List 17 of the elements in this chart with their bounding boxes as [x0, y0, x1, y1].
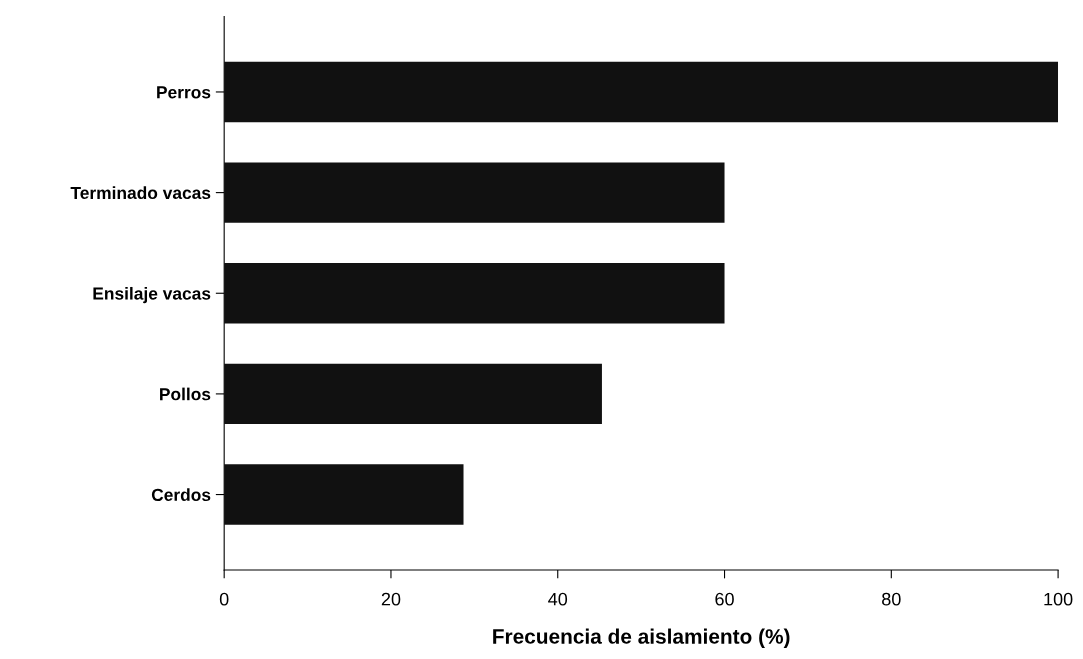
- y-tick-label: Terminado vacas: [70, 186, 211, 200]
- x-tick-label: 60: [715, 592, 734, 606]
- bar: [224, 162, 725, 223]
- x-axis-title: Frecuencia de aislamiento (%): [493, 628, 790, 648]
- bar: [224, 363, 602, 425]
- y-tick-label: Cerdos: [151, 488, 211, 502]
- x-tick-label: 80: [882, 592, 901, 606]
- x-tick-label: 100: [1044, 592, 1073, 606]
- x-tick-label: 20: [381, 592, 401, 606]
- x-tick-label: 0: [219, 592, 229, 606]
- bar: [224, 263, 725, 324]
- bar: [224, 61, 1059, 123]
- y-tick-label: Pollos: [160, 387, 211, 401]
- y-tick-label: Ensilaje vacas: [93, 286, 211, 304]
- bar: [224, 464, 464, 525]
- x-tick-label: 40: [548, 592, 568, 606]
- y-tick-label: Perros: [157, 86, 211, 99]
